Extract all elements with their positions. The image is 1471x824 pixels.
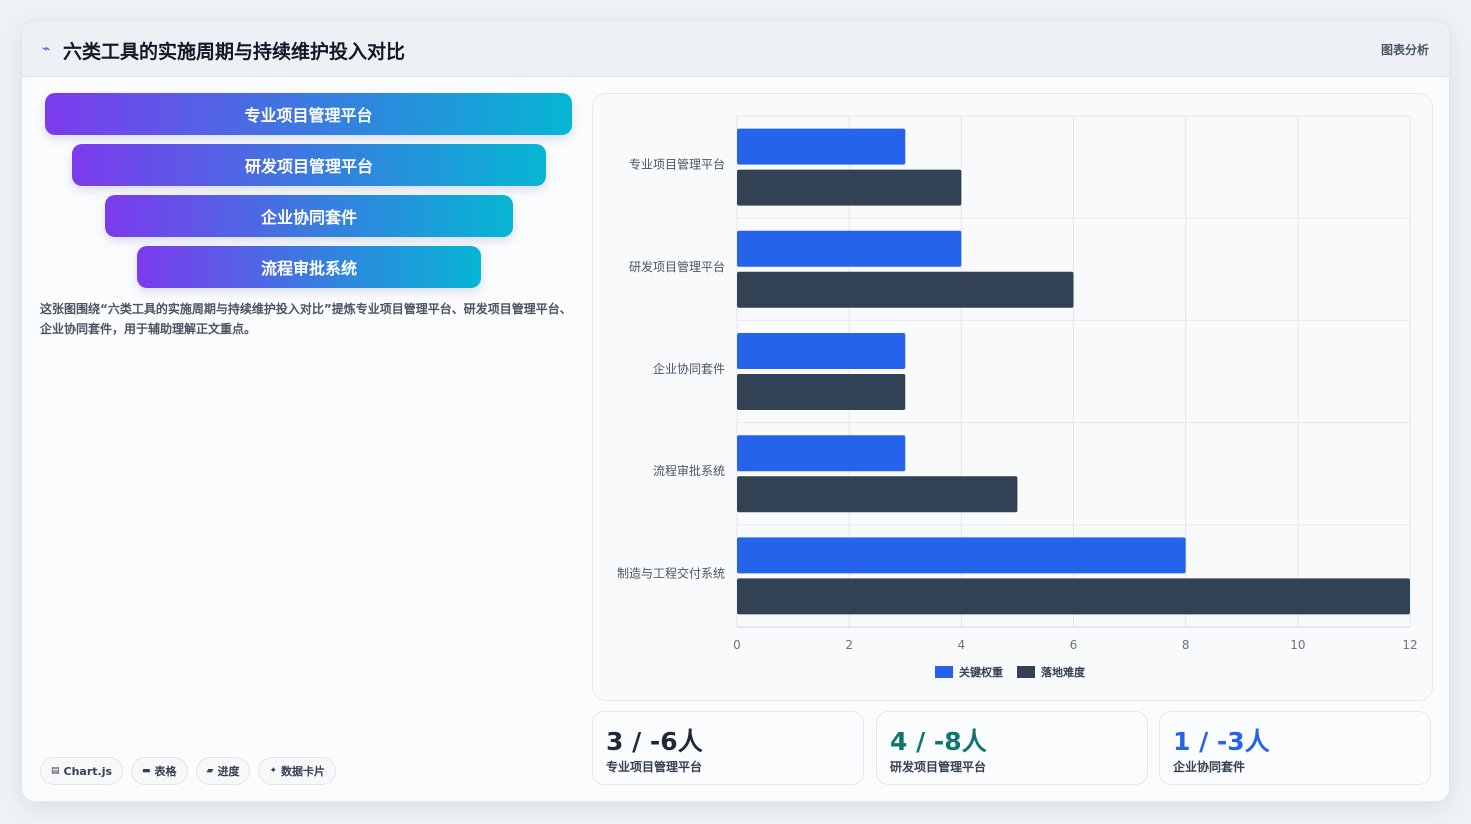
bar-weight: [737, 435, 906, 472]
y-category-label: 流程审批系统: [653, 463, 725, 478]
x-tick-label: 10: [1290, 638, 1305, 652]
bar-difficulty: [737, 374, 906, 410]
main-card: ⌁ 六类工具的实施周期与持续维护投入对比 图表分析 专业项目管理平台 研发项目管…: [21, 20, 1450, 802]
bar-weight: [737, 333, 906, 369]
y-category-label: 企业协同套件: [653, 361, 725, 376]
x-tick-label: 12: [1402, 638, 1417, 652]
bar-weight: [737, 128, 906, 165]
x-tick-label: 4: [958, 638, 966, 652]
chip-label: Chart.js: [63, 764, 113, 778]
funnel-item-1[interactable]: 专业项目管理平台: [45, 93, 572, 135]
stat-card-1: 3 / -6人 专业项目管理平台: [592, 711, 864, 785]
funnel-item-2[interactable]: 研发项目管理平台: [72, 144, 546, 186]
chart-icon: ▤: [51, 766, 60, 776]
trend-line-icon: ⌁: [42, 41, 51, 57]
stat-card-3: 1 / -3人 企业协同套件: [1159, 711, 1431, 785]
legend-label: 关键权重: [959, 665, 1003, 679]
stat-label: 企业协同套件: [1173, 760, 1246, 774]
bar-difficulty: [737, 169, 962, 206]
x-tick-label: 8: [1182, 638, 1190, 652]
header: ⌁ 六类工具的实施周期与持续维护投入对比 图表分析: [22, 21, 1449, 77]
header-tag[interactable]: 图表分析: [1380, 43, 1429, 57]
stat-label: 专业项目管理平台: [606, 760, 703, 774]
chart-panel: 0 2 4 6 8 10 12 专业项目管理平台 研发项目管理平台企业协同套件 流程审批系统制造与…: [592, 93, 1433, 701]
description: 这张图围绕“六类工具的实施周期与持续维护投入对比”提炼专业项目管理平台、研发项目…: [40, 302, 572, 336]
y-category-label: 制造与工程交付系统: [617, 565, 725, 580]
chip-label: 表格: [154, 765, 177, 778]
x-tick-label: 6: [1070, 638, 1078, 652]
bar-weight: [737, 537, 1186, 574]
bar-difficulty: [737, 476, 1018, 513]
x-tick-label: 2: [845, 638, 853, 652]
stat-card-2: 4 / -8人 研发项目管理平台: [876, 711, 1148, 785]
table-icon: ▬: [142, 766, 151, 776]
sparkle-icon: ✦: [269, 766, 278, 776]
stat-label: 研发项目管理平台: [890, 760, 987, 774]
legend-label: 落地难度: [1041, 665, 1086, 679]
y-category-label: 研发项目管理平台: [629, 259, 725, 274]
page-title: 六类工具的实施周期与持续维护投入对比: [63, 41, 406, 63]
bar-chart: 0 2 4 6 8 10 12 专业项目管理平台研发项目管理平台企业协同套件流程审批系统制造与…: [617, 115, 1418, 679]
legend-swatch: [935, 666, 953, 678]
stat-value: 4 / -8人: [890, 727, 987, 756]
bar-difficulty: [737, 578, 1410, 615]
progress-icon: ▰: [206, 766, 214, 776]
chip-label: 数据卡片: [281, 765, 326, 778]
stat-value: 1 / -3人: [1173, 727, 1270, 756]
y-category-label: 专业项目管理平台: [629, 157, 725, 172]
chip-data-card[interactable]: ✦ 数据卡片: [258, 757, 337, 785]
stat-value: 3 / -6人: [606, 727, 703, 756]
chip-chartjs[interactable]: ▤ Chart.js: [40, 757, 124, 785]
chip-progress[interactable]: ▰ 进度: [195, 757, 251, 785]
legend-swatch: [1017, 666, 1035, 678]
bar-weight: [737, 230, 962, 267]
chip-row: ▤ Chart.js ▬ 表格 ▰ 进度 ✦ 数据卡片: [40, 757, 337, 785]
funnel-item-4[interactable]: 流程审批系统: [137, 246, 481, 288]
chip-table[interactable]: ▬ 表格: [131, 757, 188, 785]
funnel-item-3[interactable]: 企业协同套件: [105, 195, 513, 237]
chip-label: 进度: [217, 765, 240, 778]
x-tick-label: 0: [733, 638, 741, 652]
bar-difficulty: [737, 271, 1074, 308]
